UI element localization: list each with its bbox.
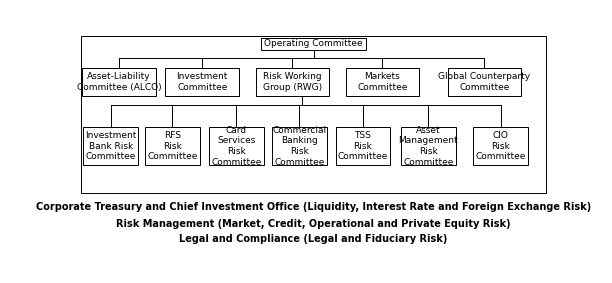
Text: Risk Working
Group (RWG): Risk Working Group (RWG)	[263, 72, 322, 92]
FancyBboxPatch shape	[336, 127, 390, 165]
Text: Asset-Liability
Committee (ALCO): Asset-Liability Committee (ALCO)	[77, 72, 162, 92]
FancyBboxPatch shape	[83, 68, 156, 96]
Text: Investment
Committee: Investment Committee	[176, 72, 228, 92]
Text: Corporate Treasury and Chief Investment Office (Liquidity, Interest Rate and For: Corporate Treasury and Chief Investment …	[36, 202, 591, 212]
FancyBboxPatch shape	[165, 68, 239, 96]
Text: Investment
Bank Risk
Committee: Investment Bank Risk Committee	[85, 131, 136, 161]
Text: Global Counterparty
Committee: Global Counterparty Committee	[438, 72, 531, 92]
Text: TSS
Risk
Committee: TSS Risk Committee	[338, 131, 388, 161]
FancyBboxPatch shape	[83, 127, 138, 165]
Text: Asset
Management
Risk
Committee: Asset Management Risk Committee	[398, 126, 458, 167]
FancyBboxPatch shape	[473, 127, 528, 165]
Text: RFS
Risk
Committee: RFS Risk Committee	[147, 131, 198, 161]
FancyBboxPatch shape	[261, 38, 366, 50]
Text: Card
Services
Risk
Committee: Card Services Risk Committee	[211, 126, 261, 167]
FancyBboxPatch shape	[401, 127, 456, 165]
FancyBboxPatch shape	[346, 68, 419, 96]
Text: Operating Committee: Operating Committee	[264, 39, 363, 48]
Text: Markets
Committee: Markets Committee	[357, 72, 408, 92]
FancyBboxPatch shape	[256, 68, 329, 96]
Text: Commercial
Banking
Risk
Committee: Commercial Banking Risk Committee	[272, 126, 326, 167]
FancyBboxPatch shape	[209, 127, 264, 165]
FancyBboxPatch shape	[272, 127, 327, 165]
Text: Legal and Compliance (Legal and Fiduciary Risk): Legal and Compliance (Legal and Fiduciar…	[179, 234, 448, 244]
Text: Risk Management (Market, Credit, Operational and Private Equity Risk): Risk Management (Market, Credit, Operati…	[116, 218, 511, 229]
Text: CIO
Risk
Committee: CIO Risk Committee	[476, 131, 526, 161]
FancyBboxPatch shape	[447, 68, 521, 96]
FancyBboxPatch shape	[81, 36, 546, 193]
FancyBboxPatch shape	[145, 127, 200, 165]
